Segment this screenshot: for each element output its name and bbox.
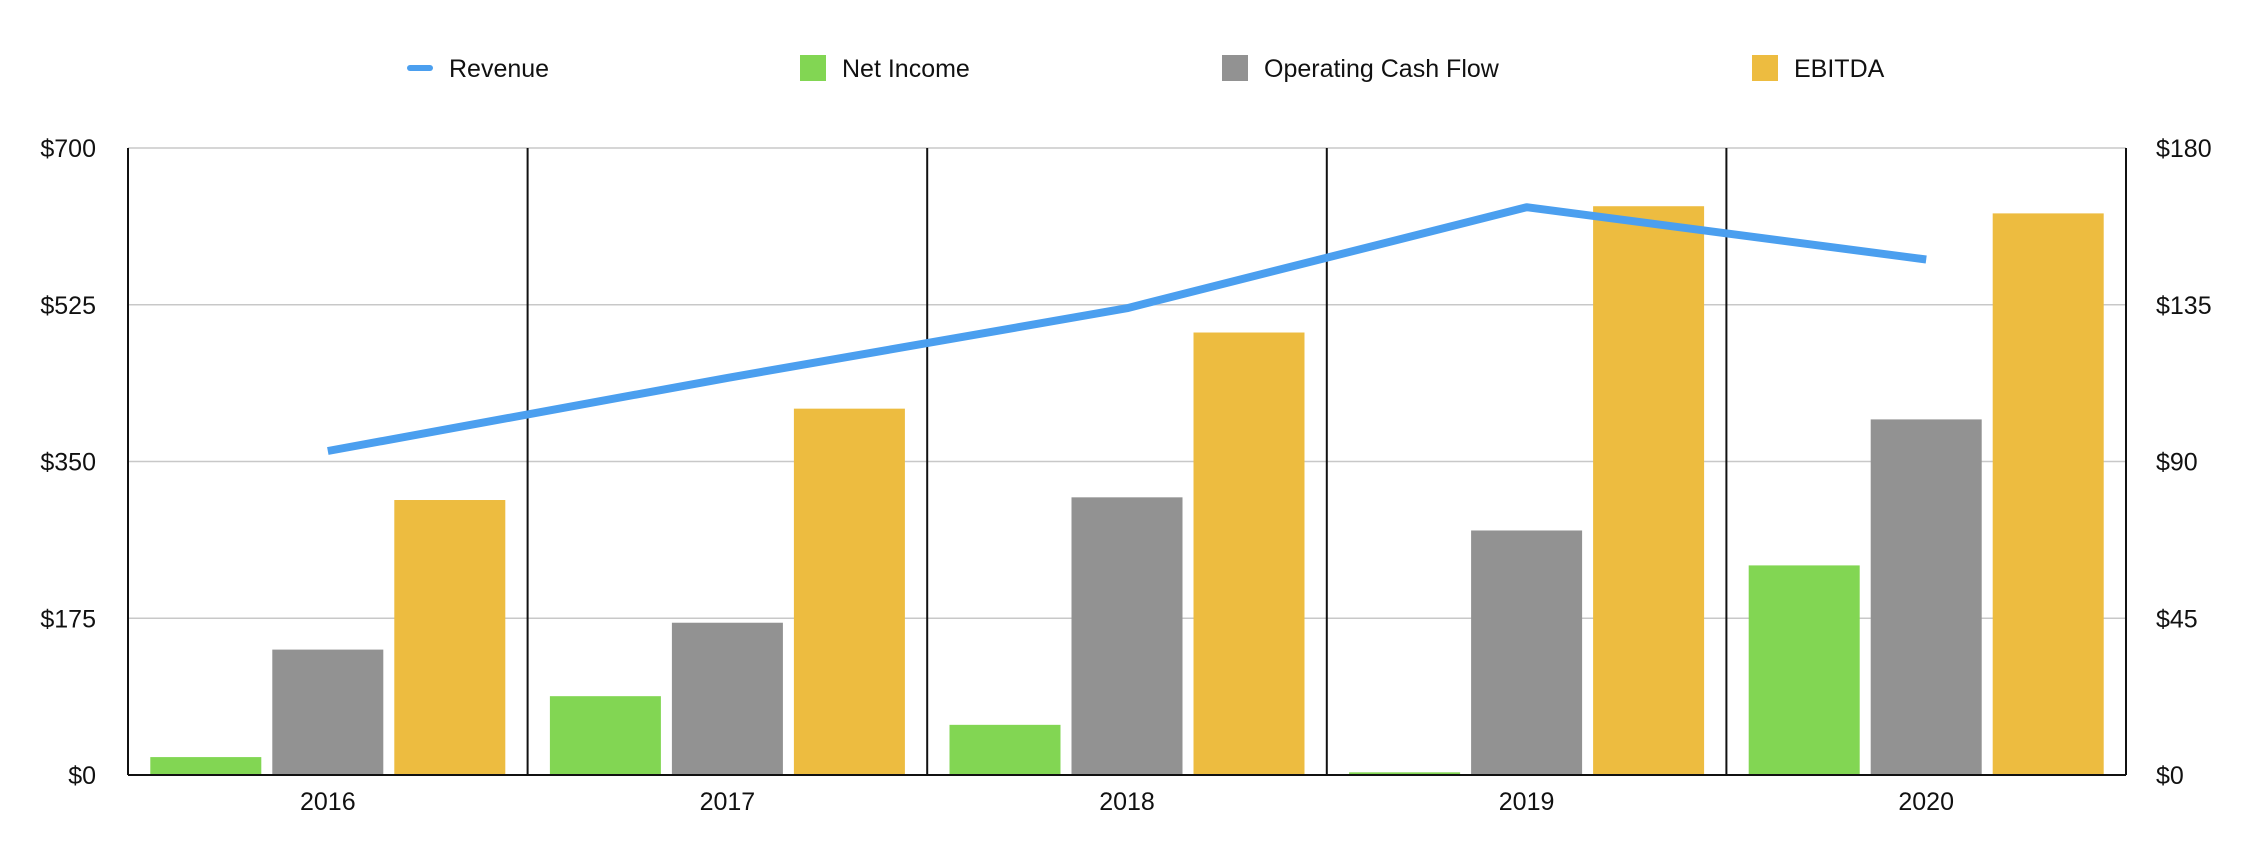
y-right-tick-label: $0 <box>2156 762 2184 790</box>
y-right-tick-label: $180 <box>2156 135 2212 163</box>
legend-label: Net Income <box>842 55 970 83</box>
bar-operating-cash-flow-2016 <box>272 649 384 775</box>
y-left-tick-label: $175 <box>40 605 96 633</box>
bar-operating-cash-flow-2020 <box>1870 419 1982 775</box>
y-right-tick-label: $90 <box>2156 449 2198 477</box>
y-right-tick-label: $135 <box>2156 292 2212 320</box>
bars-layer <box>150 206 2104 775</box>
bar-ebitda-2016 <box>394 500 506 775</box>
legend-item-revenue: Revenue <box>407 55 549 83</box>
legend-label: Operating Cash Flow <box>1264 55 1500 83</box>
x-tick-label: 2017 <box>700 788 756 816</box>
y-right-tick-label: $45 <box>2156 605 2198 633</box>
x-tick-label: 2018 <box>1099 788 1155 816</box>
category-dividers <box>526 148 1728 775</box>
legend-item-ebitda: EBITDA <box>1752 55 1885 83</box>
bar-operating-cash-flow-2018 <box>1071 497 1183 775</box>
bar-net-income-2018 <box>949 724 1061 775</box>
y-left-tick-label: $0 <box>68 762 96 790</box>
y-left-tick-label: $525 <box>40 292 96 320</box>
legend-marker-line <box>407 65 433 71</box>
x-tick-label: 2016 <box>300 788 356 816</box>
y-left-tick-label: $700 <box>40 135 96 163</box>
bar-operating-cash-flow-2019 <box>1471 530 1583 775</box>
legend-label: Revenue <box>449 55 549 83</box>
bar-net-income-2019 <box>1349 772 1461 775</box>
legend: Revenue Net Income Operating Cash Flow EBIT… <box>407 55 1885 83</box>
axes <box>127 148 2127 776</box>
bar-net-income-2020 <box>1748 565 1860 775</box>
bar-ebitda-2017 <box>793 408 905 775</box>
bar-operating-cash-flow-2017 <box>671 622 783 775</box>
tick-labels: $0 $175 $350 $525 $700 $0 $45 $90 $135 $180 2016 20… <box>40 135 2211 816</box>
legend-marker-square <box>1752 55 1778 81</box>
bar-ebitda-2020 <box>1992 213 2104 775</box>
bar-ebitda-2019 <box>1593 206 1705 775</box>
legend-item-operating-cash-flow: Operating Cash Flow <box>1222 55 1500 83</box>
legend-marker-square <box>1222 55 1248 81</box>
legend-marker-square <box>800 55 826 81</box>
legend-label: EBITDA <box>1794 55 1885 83</box>
line-layer <box>327 203 1927 455</box>
bar-net-income-2016 <box>150 757 262 775</box>
x-tick-label: 2020 <box>1898 788 1954 816</box>
x-tick-label: 2019 <box>1499 788 1555 816</box>
y-left-tick-label: $350 <box>40 449 96 477</box>
legend-item-net-income: Net Income <box>800 55 970 83</box>
bar-net-income-2017 <box>549 696 661 775</box>
bar-ebitda-2018 <box>1193 332 1305 775</box>
